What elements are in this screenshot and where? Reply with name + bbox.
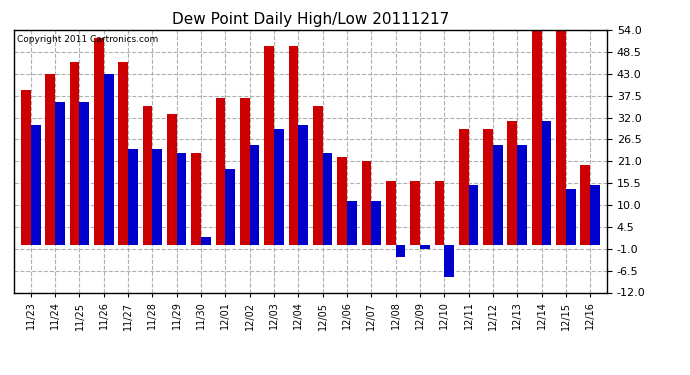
Bar (411, 181, 420, 245)
Bar (444, 245, 454, 277)
Bar (590, 185, 600, 245)
Bar (435, 181, 444, 245)
Bar (70, 62, 79, 245)
Bar (532, 30, 542, 245)
Bar (420, 245, 430, 249)
Bar (580, 165, 590, 245)
Bar (250, 146, 259, 245)
Bar (288, 46, 298, 245)
Bar (46, 74, 55, 245)
Bar (386, 181, 395, 245)
Bar (128, 149, 138, 245)
Bar (566, 189, 575, 245)
Bar (104, 74, 114, 245)
Bar (143, 106, 152, 245)
Bar (31, 126, 41, 245)
Bar (518, 146, 527, 245)
Bar (55, 102, 65, 245)
Bar (21, 90, 31, 245)
Bar (469, 185, 478, 245)
Bar (167, 114, 177, 245)
Bar (191, 153, 201, 245)
Bar (313, 106, 323, 245)
Bar (79, 102, 89, 245)
Bar (298, 126, 308, 245)
Bar (362, 161, 371, 245)
Bar (240, 98, 250, 245)
Bar (274, 129, 284, 245)
Bar (177, 153, 186, 245)
Bar (323, 153, 333, 245)
Bar (94, 38, 104, 245)
Bar (264, 46, 274, 245)
Bar (395, 245, 405, 257)
Bar (216, 98, 226, 245)
Bar (493, 146, 502, 245)
Bar (556, 30, 566, 245)
Bar (201, 237, 210, 245)
Text: Copyright 2011 Cartronics.com: Copyright 2011 Cartronics.com (17, 35, 158, 44)
Bar (347, 201, 357, 245)
Bar (459, 129, 469, 245)
Bar (337, 157, 347, 245)
Bar (119, 62, 128, 245)
Title: Dew Point Daily High/Low 20111217: Dew Point Daily High/Low 20111217 (172, 12, 449, 27)
Bar (152, 149, 162, 245)
Bar (483, 129, 493, 245)
Bar (542, 122, 551, 245)
Bar (507, 122, 518, 245)
Bar (226, 169, 235, 245)
Bar (371, 201, 381, 245)
